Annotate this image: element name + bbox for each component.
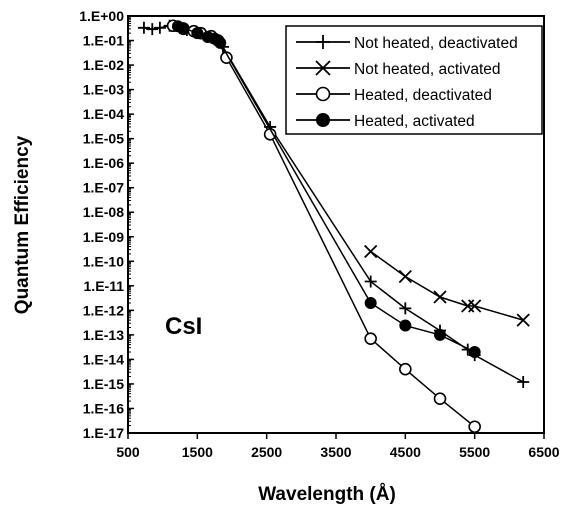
plus-marker (146, 23, 159, 36)
y-tick-label: 1.E-10 (83, 253, 124, 269)
filled-circle-marker (468, 346, 481, 359)
filled-circle-marker (214, 36, 227, 49)
legend-label: Heated, activated (354, 113, 475, 130)
y-tick-label: 1.E-09 (83, 229, 124, 245)
plus-marker (399, 302, 412, 315)
filled-circle-marker (434, 328, 446, 341)
y-tick-label: 1.E-08 (83, 204, 124, 220)
filled-circle-marker (191, 27, 204, 40)
open-circle-marker (399, 362, 412, 376)
plus-marker (153, 21, 166, 34)
x-tick-label: 6500 (528, 444, 559, 460)
y-tick-label: 1.E-03 (83, 82, 124, 98)
x-marker (468, 299, 482, 313)
material-annotation: CsI (165, 313, 202, 340)
legend: Not heated, deactivated Not heated, activ… (285, 25, 543, 135)
series-line (370, 250, 524, 321)
plus-marker (316, 35, 330, 49)
open-circle-marker (433, 392, 447, 406)
x-axis: 500 1500 2500 3500 4500 5500 6500 (116, 433, 560, 460)
x-tick-label: 500 (116, 444, 140, 460)
x-tick-label: 4500 (390, 444, 421, 460)
series-filled-circle (171, 20, 481, 359)
x-marker (433, 290, 447, 304)
y-tick-label: 1.E+00 (79, 8, 124, 24)
legend-label: Not heated, activated (354, 61, 501, 78)
y-tick-label: 1.E-01 (83, 33, 124, 49)
y-axis-title: Quantum Efficiency (12, 135, 33, 314)
x-marker (315, 60, 331, 76)
plus-marker (364, 275, 377, 288)
open-circle-marker (220, 51, 233, 64)
y-axis: 1.E+00 1.E-01 1.E-02 1.E-03 1.E-04 1.E-05 1.E-… (79, 8, 134, 441)
series-x (364, 244, 530, 327)
open-circle-marker (315, 86, 331, 102)
legend-label: Not heated, deactivated (354, 35, 518, 52)
y-tick-label: 1.E-12 (83, 302, 124, 318)
y-tick-label: 1.E-16 (83, 400, 124, 416)
y-tick-label: 1.E-04 (83, 106, 124, 122)
x-marker (364, 244, 378, 259)
x-tick-label: 5500 (459, 444, 490, 460)
y-tick-label: 1.E-14 (83, 351, 124, 367)
x-marker (516, 313, 530, 327)
filled-circle-marker (316, 113, 330, 127)
legend-entry: Heated, deactivated (296, 86, 492, 104)
y-tick-label: 1.E-15 (83, 376, 124, 392)
plus-marker (517, 375, 530, 388)
legend-label: Heated, deactivated (354, 87, 492, 104)
legend-entry: Heated, activated (296, 113, 475, 130)
filled-circle-marker (364, 296, 377, 309)
y-tick-label: 1.E-17 (83, 425, 124, 441)
legend-entry: Not heated, activated (296, 60, 501, 78)
y-tick-label: 1.E-13 (83, 327, 124, 343)
x-tick-label: 2500 (251, 444, 282, 460)
x-marker (398, 269, 412, 284)
open-circle-marker (468, 420, 481, 434)
filled-circle-marker (399, 319, 412, 332)
x-tick-label: 1500 (182, 444, 213, 460)
plus-marker (137, 21, 150, 34)
y-tick-label: 1.E-07 (83, 180, 124, 196)
open-circle-marker (364, 332, 377, 345)
y-tick-label: 1.E-06 (83, 155, 124, 171)
x-axis-title: Wavelength (Å) (258, 484, 396, 505)
series-group (137, 19, 530, 434)
y-tick-label: 1.E-05 (83, 131, 124, 147)
y-tick-label: 1.E-11 (84, 278, 125, 294)
legend-entry: Not heated, deactivated (296, 35, 518, 52)
y-tick-label: 1.E-02 (83, 57, 124, 73)
x-tick-label: 3500 (320, 444, 351, 460)
filled-circle-marker (177, 22, 190, 35)
